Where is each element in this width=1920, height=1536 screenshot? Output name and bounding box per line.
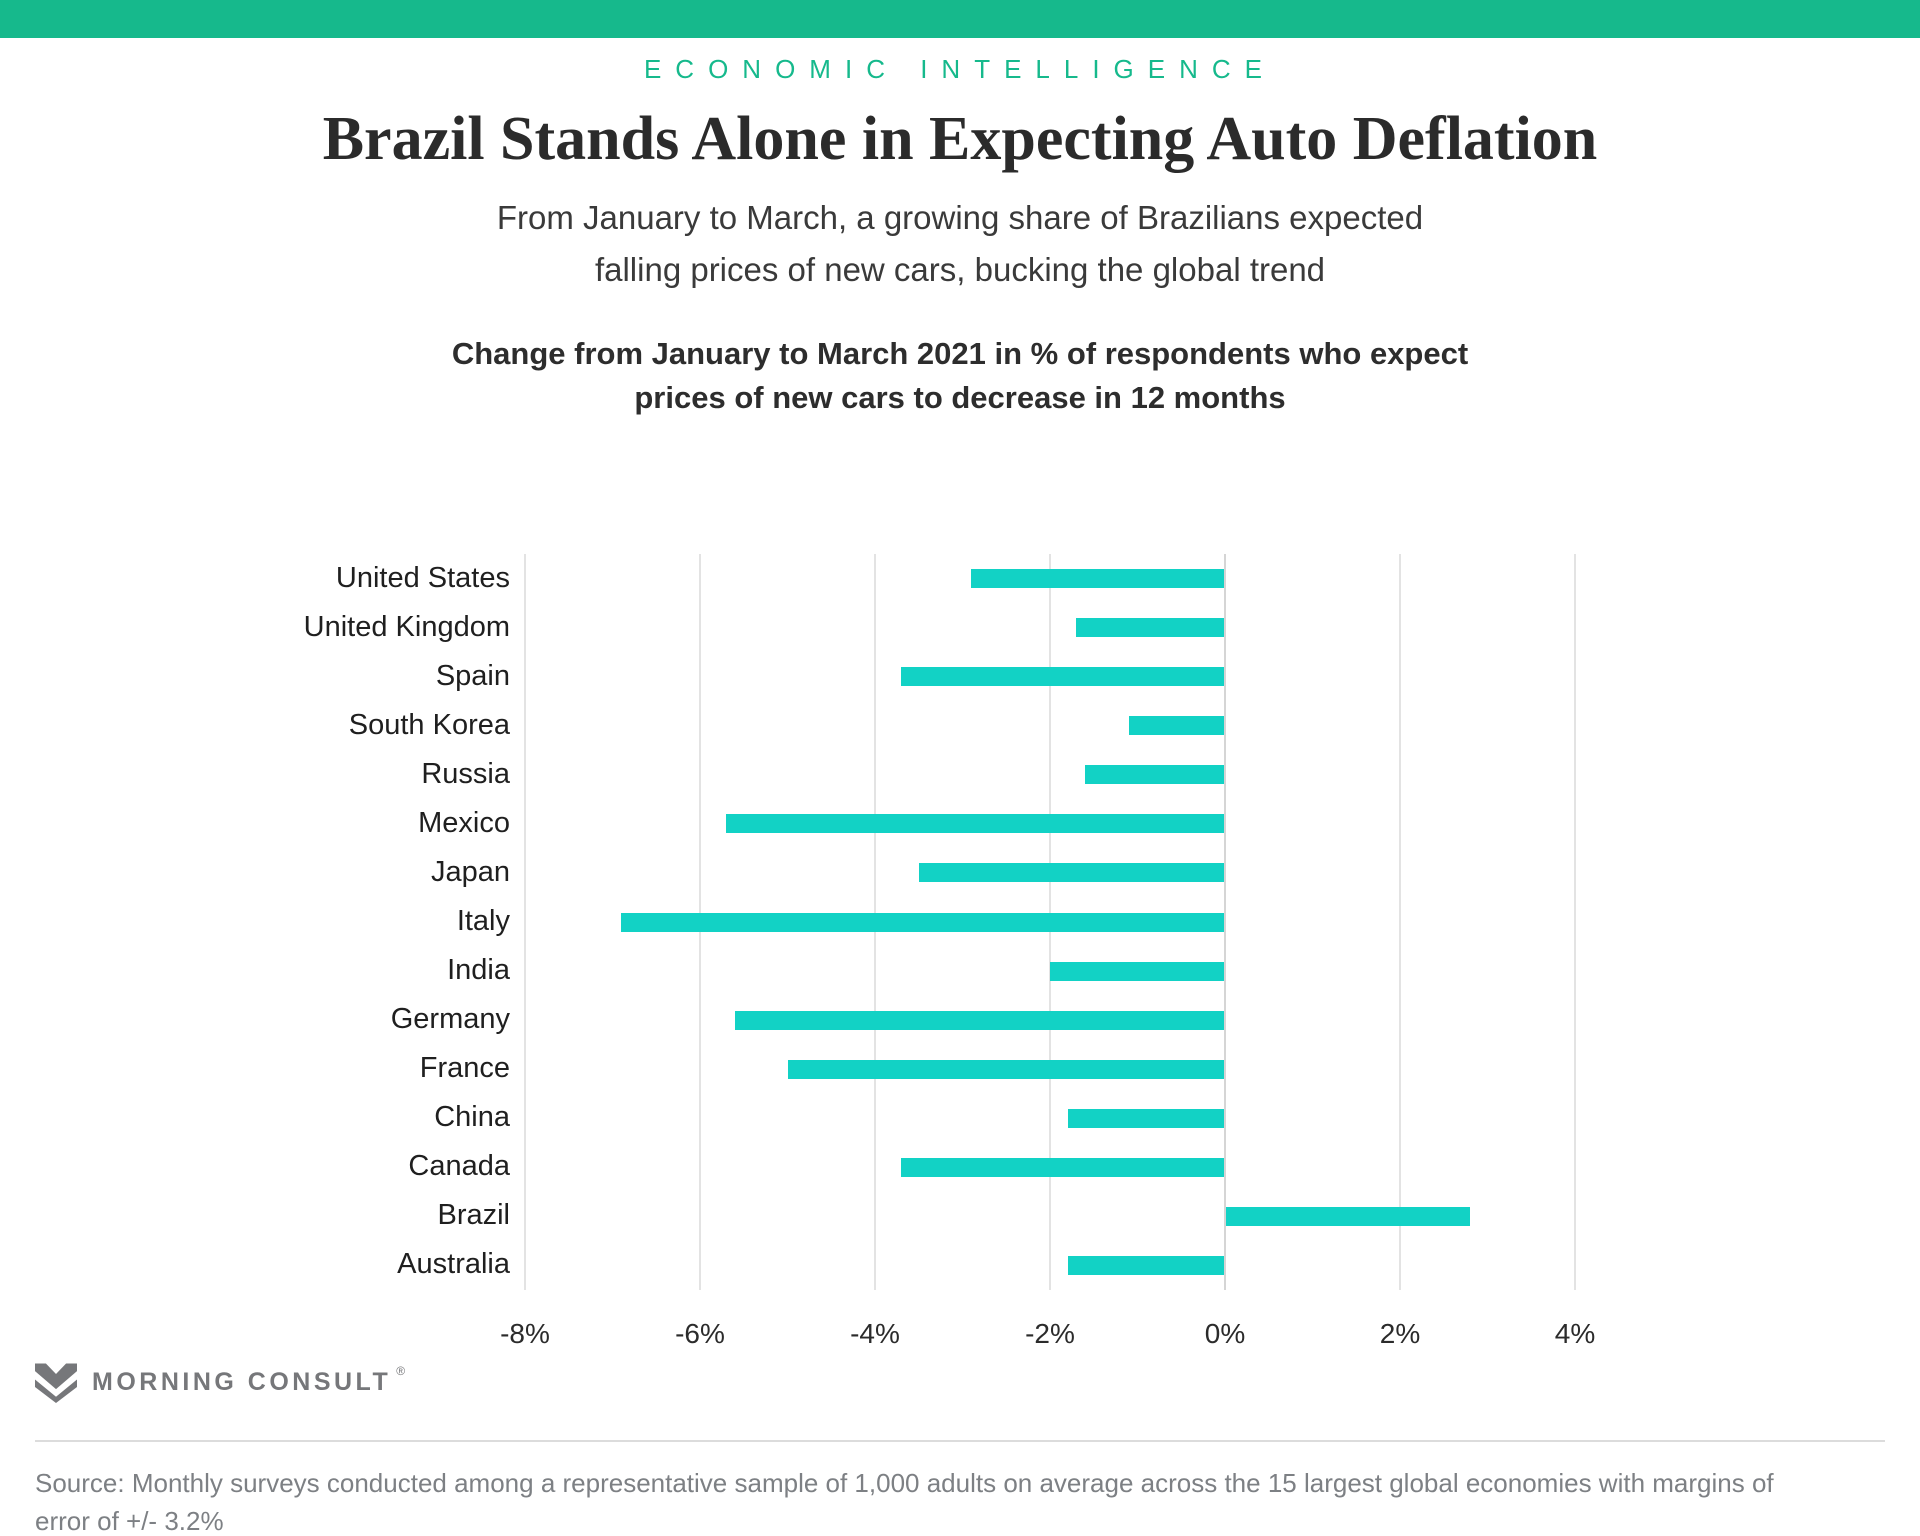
brand-name: MORNING CONSULT — [92, 1367, 392, 1396]
value-bar — [918, 863, 1224, 883]
page-title: Brazil Stands Alone in Expecting Auto De… — [322, 105, 1598, 173]
value-bar — [901, 1157, 1224, 1177]
country-label: South Korea — [348, 708, 510, 741]
gridline — [524, 554, 526, 1290]
x-tick-label: 4% — [1554, 1318, 1596, 1349]
value-bar — [1076, 618, 1224, 638]
x-tick-label: -4% — [850, 1318, 900, 1349]
value-bar — [1067, 1108, 1224, 1128]
value-bar — [1128, 716, 1224, 736]
x-tick-label: 2% — [1379, 1318, 1421, 1349]
value-bar — [735, 1010, 1224, 1030]
morning-consult-logo: MORNING CONSULT ® — [35, 1360, 405, 1404]
country-label: Mexico — [418, 806, 510, 839]
x-tick-label: -8% — [500, 1318, 550, 1349]
x-tick-label: -6% — [675, 1318, 725, 1349]
top-accent-bar — [0, 0, 1920, 38]
country-label: China — [434, 1101, 510, 1134]
x-tick-label: 0% — [1204, 1318, 1246, 1349]
value-bar — [787, 1059, 1224, 1079]
country-label: United Kingdom — [303, 610, 510, 643]
value-bar — [901, 667, 1224, 687]
country-label: Russia — [421, 757, 510, 790]
value-bar — [971, 569, 1224, 589]
source-text: Source: Monthly surveys conducted among … — [35, 1468, 1774, 1536]
country-label: India — [447, 954, 510, 987]
kicker: ECONOMIC INTELLIGENCE — [643, 54, 1277, 84]
value-bar — [1067, 1255, 1224, 1275]
x-tick-label: -2% — [1025, 1318, 1075, 1349]
value-bar — [621, 912, 1224, 932]
country-label: Brazil — [437, 1199, 510, 1232]
registered-trademark: ® — [396, 1364, 406, 1378]
page-subtitle: From January to March, a growing share o… — [496, 199, 1424, 288]
chart-title: Change from January to March 2021 in % o… — [451, 336, 1469, 415]
country-label: Australia — [397, 1248, 510, 1281]
zero-gridline — [1224, 554, 1226, 1290]
country-label: Germany — [390, 1003, 510, 1036]
country-label: United States — [335, 561, 510, 594]
gridline — [1399, 554, 1401, 1290]
morning-consult-m-icon — [35, 1363, 77, 1403]
country-label: Italy — [456, 905, 510, 937]
value-bar — [1226, 1206, 1470, 1226]
value-bar — [1050, 961, 1224, 981]
divider — [35, 1440, 1885, 1442]
value-bar — [1085, 765, 1224, 785]
gridline — [1574, 554, 1576, 1290]
country-label: Canada — [408, 1150, 510, 1183]
country-label: France — [419, 1052, 510, 1085]
value-bar — [726, 814, 1224, 834]
country-label: Spain — [435, 659, 510, 692]
country-label: Japan — [430, 855, 510, 888]
